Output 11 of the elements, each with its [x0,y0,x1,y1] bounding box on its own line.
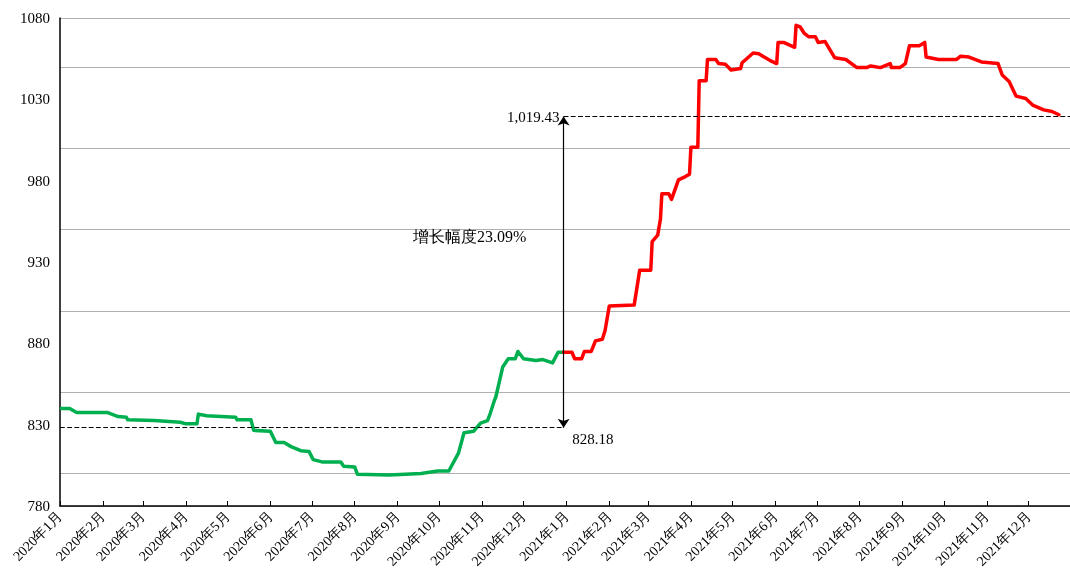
line-series [561,23,1061,361]
y-tick-label: 880 [27,335,50,352]
y-tick-label: 1080 [20,10,50,26]
y-tick-label: 980 [27,172,50,189]
y-tick-label: 830 [27,416,50,433]
ref-line-label: 1,019.43 [507,108,560,125]
y-tick-label: 1030 [20,91,50,108]
y-tick-label: 780 [27,498,50,514]
ref-line-label: 828.18 [572,431,614,448]
annotation: 增长幅度23.09% [412,227,527,245]
y-tick-label: 930 [27,254,50,270]
